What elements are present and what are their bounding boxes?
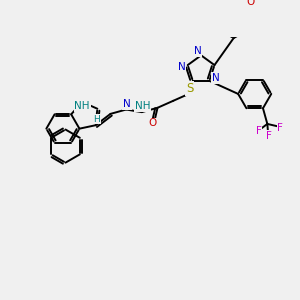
- Text: O: O: [247, 0, 255, 7]
- Text: F: F: [278, 123, 283, 133]
- Text: F: F: [256, 126, 262, 136]
- Text: N: N: [123, 99, 131, 109]
- Text: S: S: [186, 82, 194, 95]
- Text: N: N: [178, 62, 185, 72]
- Text: NH: NH: [135, 101, 151, 111]
- Text: H: H: [93, 115, 100, 124]
- Text: N: N: [194, 46, 202, 56]
- Text: N: N: [212, 73, 219, 83]
- Text: NH: NH: [74, 101, 90, 111]
- Text: O: O: [148, 118, 156, 128]
- Text: F: F: [266, 131, 272, 141]
